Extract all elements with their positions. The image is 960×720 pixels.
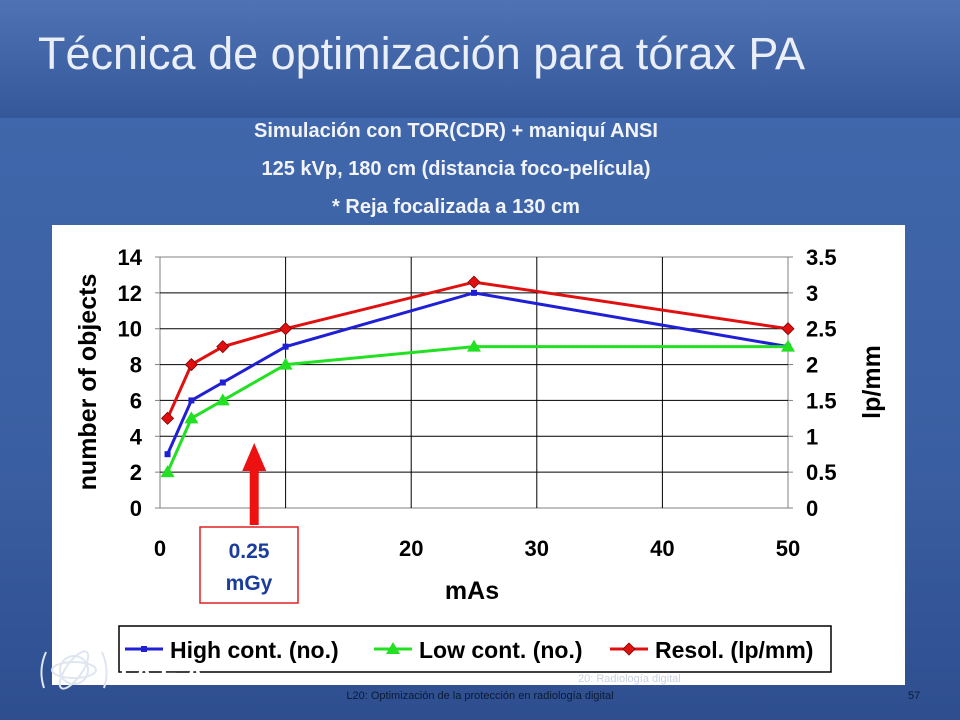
y-axis-label: number of objects <box>74 274 102 491</box>
data-point-low <box>184 411 199 424</box>
y2-tick-label: 1 <box>806 424 818 449</box>
y-tick-label: 6 <box>130 388 142 413</box>
y-tick-label: 14 <box>118 245 143 270</box>
x-tick-label: 50 <box>776 536 800 561</box>
y2-tick-label: 2.5 <box>806 317 837 342</box>
y2-tick-label: 3 <box>806 281 818 306</box>
data-point-resol <box>467 275 481 289</box>
legend-marker-resol <box>622 642 636 656</box>
title-band <box>0 0 960 118</box>
data-point-high <box>282 343 289 350</box>
data-point-high <box>164 451 171 458</box>
y-tick-label: 12 <box>118 281 142 306</box>
data-point-low <box>278 357 293 370</box>
x-tick-label: 20 <box>399 536 423 561</box>
annotation-box <box>199 526 299 604</box>
y2-tick-label: 0 <box>806 496 818 521</box>
subtitle-line-3: * Reja focalizada a 130 cm <box>332 196 580 218</box>
plot-area <box>159 256 789 509</box>
data-point-resol <box>160 411 175 425</box>
y-tick-label: 10 <box>118 317 142 342</box>
legend-marker-high <box>141 646 147 652</box>
data-point-resol <box>184 358 198 372</box>
data-point-high <box>188 397 195 404</box>
ghost-footer-text: 20: Radiología digital <box>578 673 681 685</box>
subtitle-line-1: Simulación con TOR(CDR) + maniquí ANSI <box>254 120 658 142</box>
y2-tick-label: 1.5 <box>806 388 837 413</box>
x-tick-label: 30 <box>525 536 549 561</box>
annotation-value: 0.25 <box>229 540 270 563</box>
svg-text:IAEA: IAEA <box>120 659 211 690</box>
y2-tick-label: 0.5 <box>806 460 837 485</box>
x-tick-label: 0 <box>154 536 166 561</box>
data-point-low <box>781 339 795 352</box>
y-tick-label: 4 <box>130 424 143 449</box>
legend-box <box>118 625 832 673</box>
data-point-high <box>471 289 477 296</box>
annotation-unit: mGy <box>226 572 273 595</box>
series-line-high <box>166 291 789 455</box>
subtitle-line-2: 125 kVp, 180 cm (distancia foco-película… <box>261 158 651 180</box>
legend-label-low: Low cont. (no.) <box>419 637 583 663</box>
data-point-high <box>219 379 226 386</box>
series-line-resol <box>166 280 789 419</box>
y-tick-label: 0 <box>130 496 142 521</box>
x-tick-label: 40 <box>650 536 674 561</box>
y-tick-label: 8 <box>130 353 142 378</box>
iaea-logo: IAEA <box>40 650 211 690</box>
legend-label-high: High cont. (no.) <box>170 637 339 663</box>
data-point-resol <box>781 322 795 336</box>
y2-tick-label: 2 <box>806 353 818 378</box>
chart-svg: 0246810121400.511.522.533.501020304050mA… <box>74 245 886 673</box>
chart-panel: 0246810121400.511.522.533.501020304050mA… <box>52 225 905 685</box>
page-number: 57 <box>908 690 921 702</box>
data-point-resol <box>216 340 230 354</box>
series-line-low <box>166 345 788 473</box>
y2-axis-label: lp/mm <box>858 345 886 419</box>
y2-tick-label: 3.5 <box>806 245 837 270</box>
slide-title: Técnica de optimización para tórax PA <box>38 28 806 79</box>
data-point-low <box>215 393 230 406</box>
footer-text: L20: Optimización de la protección en ra… <box>346 690 614 702</box>
data-point-resol <box>279 322 293 336</box>
legend-marker-low <box>386 642 400 654</box>
data-point-low <box>160 465 175 478</box>
legend-label-resol: Resol. (lp/mm) <box>655 637 813 663</box>
annotation-arrow-head <box>242 443 267 471</box>
data-point-low <box>467 339 481 352</box>
y-tick-label: 2 <box>130 460 142 485</box>
x-axis-label: mAs <box>445 577 499 605</box>
